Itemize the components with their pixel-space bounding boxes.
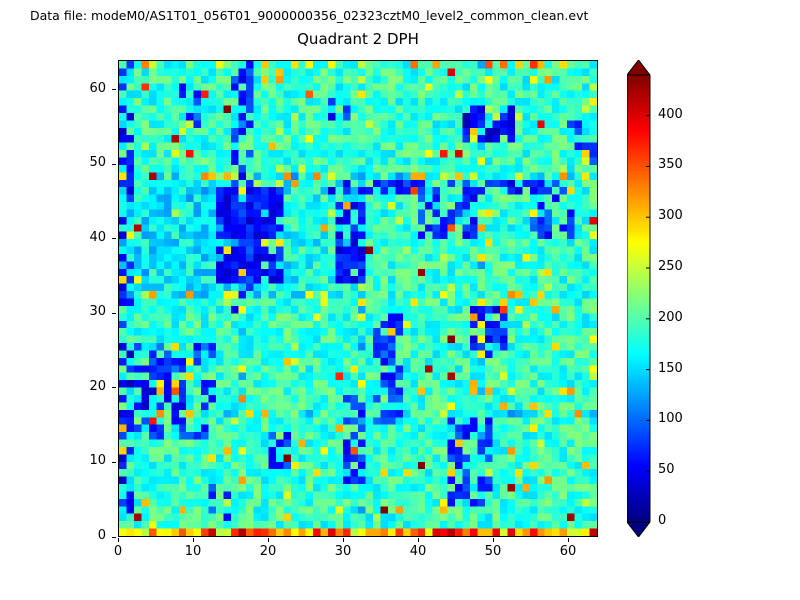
y-tick-mark — [112, 163, 116, 165]
chart-title: Quadrant 2 DPH — [297, 30, 419, 48]
y-tick-label: 30 — [89, 304, 106, 320]
x-tick-label: 0 — [113, 544, 123, 559]
x-tick-mark — [567, 538, 569, 542]
colorbar-tick-label: 300 — [658, 208, 683, 224]
y-tick-label: 60 — [89, 80, 106, 96]
x-tick-label: 40 — [409, 544, 427, 559]
x-tick-label: 20 — [259, 544, 277, 559]
y-tick-mark — [112, 312, 116, 314]
y-tick-mark — [112, 387, 116, 389]
y-tick-label: 50 — [89, 155, 106, 171]
colorbar-tick-label: 50 — [658, 462, 675, 478]
y-tick-label: 10 — [89, 453, 106, 469]
colorbar-tick-label: 100 — [658, 411, 683, 427]
colorbar — [627, 60, 651, 537]
x-tick-label: 60 — [559, 544, 577, 559]
x-tick-label: 50 — [484, 544, 502, 559]
heatmap-plot — [118, 60, 598, 537]
x-tick-mark — [342, 538, 344, 542]
y-tick-mark — [112, 536, 116, 538]
colorbar-tick-label: 350 — [658, 157, 683, 173]
x-tick-mark — [492, 538, 494, 542]
x-tick-mark — [417, 538, 419, 542]
x-tick-label: 30 — [334, 544, 352, 559]
colorbar-tick-label: 150 — [658, 360, 683, 376]
colorbar-gradient-shape — [627, 60, 651, 537]
y-tick-mark — [112, 238, 116, 240]
y-tick-mark — [112, 89, 116, 91]
colorbar-tick-label: 0 — [658, 513, 667, 528]
y-tick-label: 20 — [89, 378, 106, 394]
colorbar-tick-label: 400 — [658, 106, 683, 122]
data-file-label: Data file: modeM0/AS1T01_056T01_90000003… — [30, 8, 589, 23]
x-tick-mark — [192, 538, 194, 542]
heatmap-canvas — [119, 61, 597, 536]
y-tick-label: 40 — [89, 229, 106, 245]
colorbar-tick-label: 250 — [658, 259, 683, 275]
colorbar-tick-label: 200 — [658, 309, 683, 325]
x-tick-mark — [267, 538, 269, 542]
y-tick-label: 0 — [97, 528, 106, 543]
x-tick-label: 10 — [184, 544, 202, 559]
y-tick-mark — [112, 461, 116, 463]
x-tick-mark — [117, 538, 119, 542]
